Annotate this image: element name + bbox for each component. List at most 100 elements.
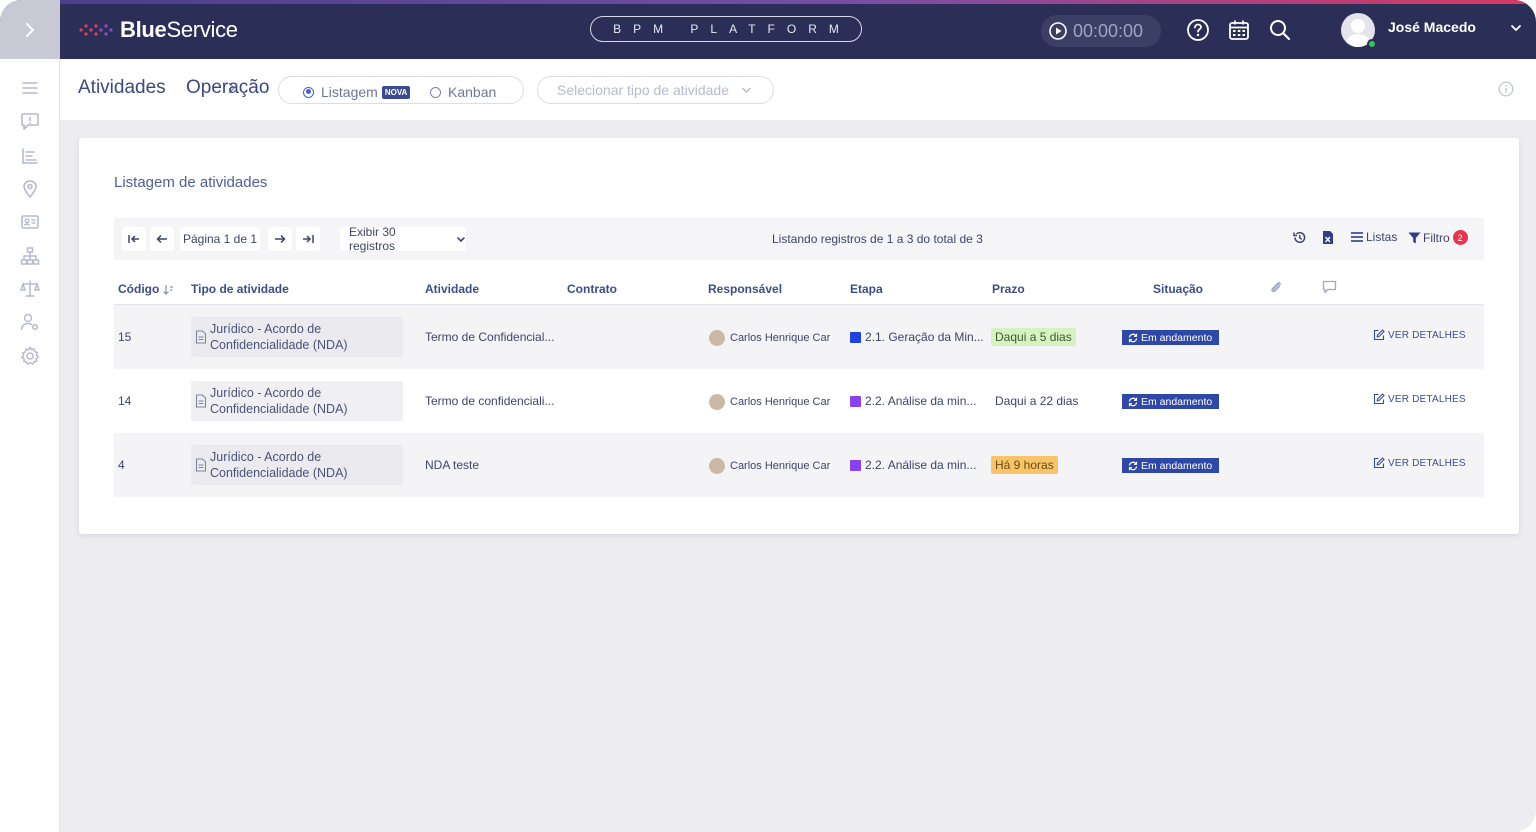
help-icon: [1187, 19, 1209, 41]
cell-code: 4: [118, 458, 125, 472]
sidebar-item-structure[interactable]: [19, 245, 41, 267]
column-header-deadline[interactable]: Prazo: [992, 282, 1025, 296]
sidebar-item-contacts[interactable]: [19, 211, 41, 233]
export-excel-button[interactable]: [1322, 230, 1334, 245]
sidebar-item-settings[interactable]: [19, 345, 41, 367]
radio-unselected-icon: [430, 86, 441, 98]
activity-type-line-1: Jurídico - Acordo de: [210, 450, 322, 464]
column-header-stage[interactable]: Etapa: [850, 282, 883, 296]
cell-stage: 2.2. Análise da min...: [850, 458, 976, 472]
table-row[interactable]: 4 Jurídico - Acordo de Confidencialidade …: [114, 433, 1484, 497]
column-header-attachments[interactable]: [1269, 280, 1283, 297]
deadline-badge: Há 9 horas: [991, 456, 1058, 474]
column-header-code[interactable]: Código: [118, 282, 174, 296]
sidebar-toggle-button[interactable]: [0, 0, 60, 59]
help-button[interactable]: [1186, 18, 1210, 42]
last-page-button[interactable]: [296, 227, 320, 251]
owner-avatar: [709, 458, 725, 474]
column-header-comments[interactable]: [1322, 280, 1337, 297]
edit-icon: [1373, 457, 1385, 469]
list-icon: [1351, 232, 1363, 242]
stage-name: 2.2. Análise da min...: [865, 394, 977, 408]
cell-activity-type: Jurídico - Acordo de Confidencialidade (N…: [191, 381, 403, 421]
document-icon: [195, 330, 207, 344]
sidebar-item-feedback[interactable]: [19, 110, 41, 132]
sidebar-item-users[interactable]: [19, 311, 41, 333]
search-button[interactable]: [1268, 18, 1292, 42]
view-details-button[interactable]: VER DETALHES: [1373, 393, 1466, 405]
breadcrumb-root[interactable]: Atividades: [78, 77, 166, 98]
radio-selected-icon: [303, 86, 314, 98]
status-badge: Em andamento: [1122, 458, 1220, 473]
status-badge: Em andamento: [1122, 394, 1220, 409]
page-size-select[interactable]: Exibir 30 registros: [340, 225, 466, 253]
status-label: Em andamento: [1141, 459, 1213, 472]
settings-icon: [20, 346, 40, 366]
view-option-kanban[interactable]: Kanban: [430, 84, 496, 100]
online-status-dot: [1367, 39, 1377, 49]
first-page-button[interactable]: [122, 227, 146, 251]
deadline-badge: Daqui a 5 dias: [991, 328, 1076, 346]
paperclip-icon: [1271, 282, 1281, 293]
sidebar-item-legal[interactable]: [19, 278, 41, 300]
status-badge: Em andamento: [1122, 330, 1220, 345]
activities-card: Listagem de atividades Página 1 de 1 Exi…: [79, 138, 1519, 534]
cell-code: 14: [118, 394, 132, 408]
activity-type-line-1: Jurídico - Acordo de: [210, 322, 322, 336]
info-icon: [1498, 81, 1514, 97]
edit-icon: [1373, 393, 1385, 405]
view-details-button[interactable]: VER DETALHES: [1373, 457, 1466, 469]
previous-page-button[interactable]: [150, 227, 174, 251]
table-row[interactable]: 14 Jurídico - Acordo de Confidencialidade…: [114, 369, 1484, 433]
history-button[interactable]: [1292, 230, 1307, 245]
column-header-contract[interactable]: Contrato: [567, 282, 617, 296]
cell-owner: Carlos Henrique Car: [709, 330, 830, 346]
table-toolbar: Página 1 de 1 Exibir 30 registros Listan…: [114, 218, 1484, 260]
owner-avatar: [709, 330, 725, 346]
user-name[interactable]: José Macedo: [1388, 19, 1476, 35]
sync-icon: [1128, 397, 1138, 406]
history-icon: [1293, 231, 1306, 244]
column-header-type[interactable]: Tipo de atividade: [191, 282, 289, 296]
deadline-badge: Daqui a 22 dias: [995, 394, 1079, 408]
sync-icon: [1128, 333, 1138, 342]
cell-owner: Carlos Henrique Car: [709, 394, 830, 410]
stage-color-swatch: [850, 459, 861, 471]
user-settings-icon: [20, 313, 39, 331]
owner-avatar: [709, 394, 725, 410]
user-avatar-icon: [1345, 19, 1371, 47]
stage-color-swatch: [850, 331, 861, 343]
time-tracker[interactable]: 00:00:00: [1041, 15, 1161, 47]
table-row[interactable]: 15 Jurídico - Acordo de Confidencialidade…: [114, 305, 1484, 369]
user-menu-toggle[interactable]: [1510, 21, 1522, 39]
sidebar-item-menu[interactable]: [19, 77, 41, 99]
stage-name: 2.1. Geração da Min...: [865, 330, 984, 344]
view-details-button[interactable]: VER DETALHES: [1373, 329, 1466, 341]
owner-name: Carlos Henrique Car: [730, 396, 831, 408]
filter-button[interactable]: Filtro 2: [1408, 230, 1468, 245]
chevron-right-icon: [26, 22, 35, 37]
next-page-button[interactable]: [268, 227, 292, 251]
cell-activity: NDA teste: [425, 458, 480, 472]
cell-stage: 2.2. Análise da min...: [850, 394, 976, 408]
view-option-list[interactable]: Listagem NOVA: [303, 84, 411, 100]
page-size-value: Exibir 30 registros: [349, 225, 396, 253]
column-header-status[interactable]: Situação: [1153, 282, 1204, 296]
activity-type-line-1: Jurídico - Acordo de: [210, 386, 322, 400]
info-button[interactable]: [1498, 81, 1514, 102]
edit-icon: [1373, 329, 1385, 341]
sidebar-item-reports[interactable]: [19, 145, 41, 167]
column-header-activity[interactable]: Atividade: [425, 282, 480, 296]
column-header-owner[interactable]: Responsável: [708, 282, 783, 296]
activity-type-select[interactable]: Selecionar tipo de atividade: [537, 76, 774, 104]
feedback-icon: [21, 113, 39, 130]
lists-button[interactable]: Listas: [1350, 230, 1397, 244]
column-code-label: Código: [118, 282, 160, 296]
calendar-button[interactable]: [1227, 18, 1251, 42]
status-label: Em andamento: [1141, 331, 1213, 344]
sidebar-item-location[interactable]: [19, 178, 41, 200]
logo[interactable]: BlueService: [78, 16, 238, 44]
stage-name: 2.2. Análise da min...: [865, 458, 977, 472]
cell-activity-type: Jurídico - Acordo de Confidencialidade (N…: [191, 317, 403, 357]
page-header: Atividades Operação Listagem NOVA Kanban…: [60, 59, 1536, 120]
